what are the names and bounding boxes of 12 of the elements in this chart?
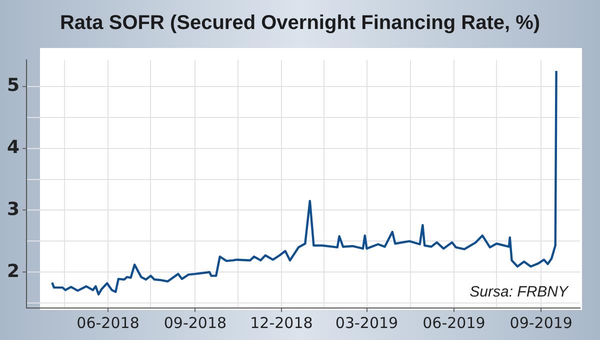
annotation: Sursa: FRBNY [470, 284, 569, 301]
x-tick-label: 09-2018 [164, 314, 227, 332]
y-tick-label: 3 [6, 198, 20, 220]
y-tick-label: 5 [6, 75, 20, 96]
x-tick-label: 06-2019 [422, 314, 486, 332]
x-tick-label: 09-2019 [510, 314, 572, 332]
x-tick-label: 06-2018 [76, 314, 140, 332]
chart-title: Rata SOFR (Secured Overnight Financing Rate, %) [58, 11, 542, 36]
y-tick-label: 4 [6, 136, 20, 158]
x-tick-label: 12-2018 [250, 314, 313, 332]
x-tick-label: 03-2019 [335, 314, 398, 332]
y-tick-label: 2 [6, 260, 20, 282]
